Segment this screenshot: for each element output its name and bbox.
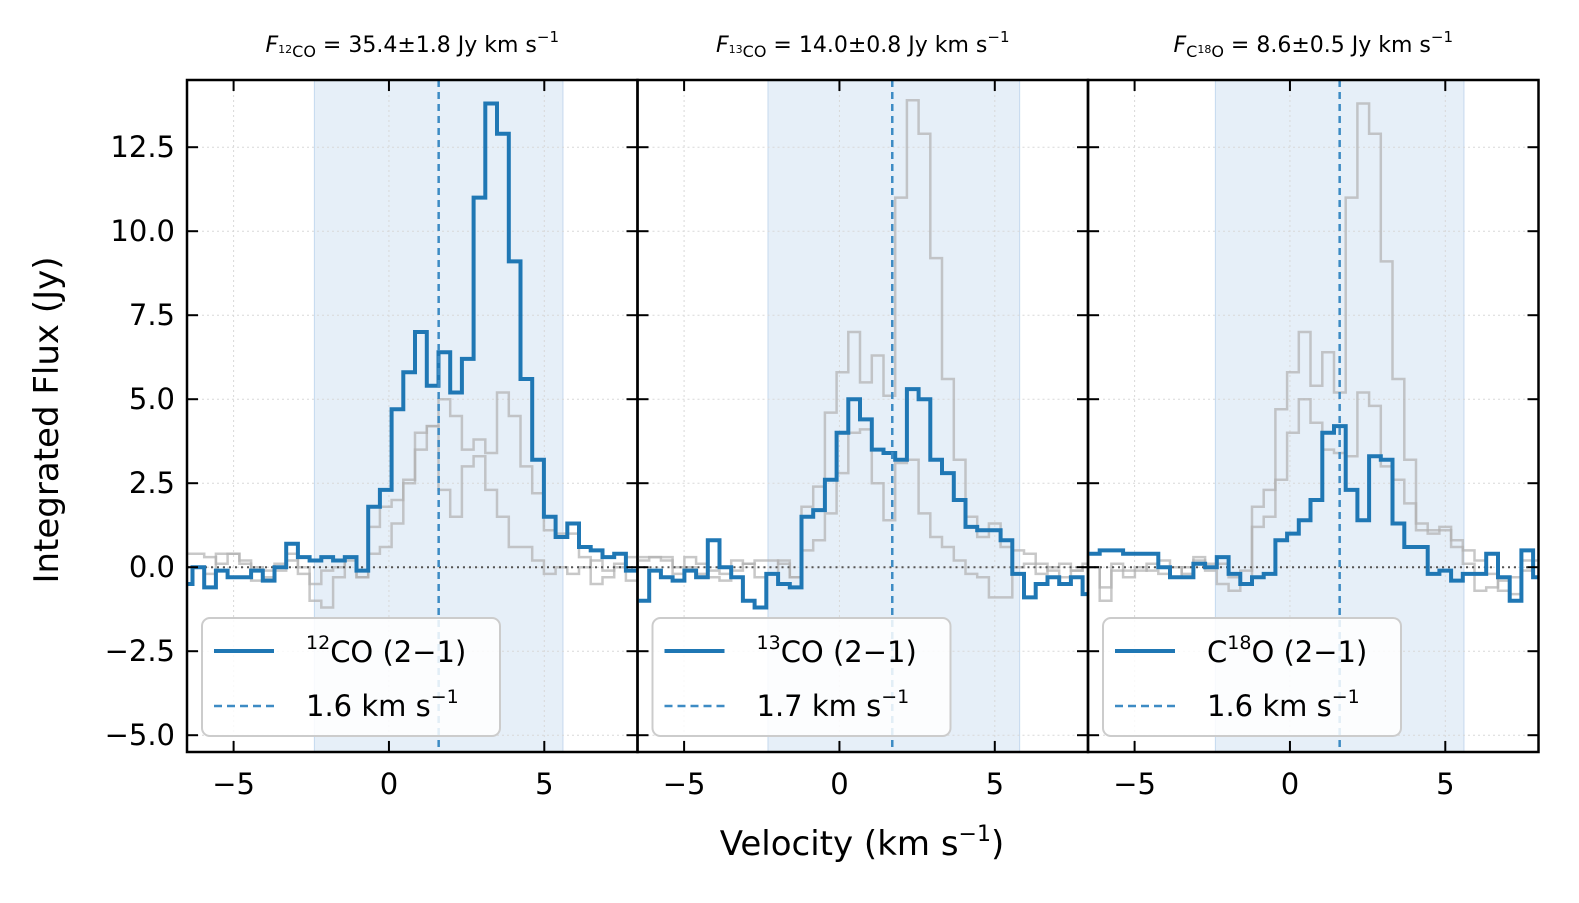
title-flux-value: = 14.0±0.8 Jy km s [766,33,987,58]
x-tick-label: 0 [380,767,398,801]
legend-species: CO (2−1) [330,635,466,669]
y-tick-label: 7.5 [129,298,175,332]
legend-label-spectrum: C18O (2−1) [1207,632,1367,669]
y-tick-label: 5.0 [129,382,175,416]
x-tick-label: −5 [212,767,255,801]
panel-title: F12CO = 35.4±1.8 Jy km s−1 [266,28,560,61]
legend-species-prefix: C [1207,635,1227,669]
title-unit-exponent: −1 [537,28,559,46]
legend: 13CO (2−1) 1.7 km s−1 [651,617,952,737]
title-isotope-mass-2: 18 [1197,43,1211,56]
title-isotope-mass: 13 [729,43,743,56]
legend: C18O (2−1) 1.6 km s−1 [1102,617,1402,737]
y-axis-label: Integrated Flux (Jy) [27,256,67,583]
legend-species: CO (2−1) [781,635,917,669]
y-tick-label: −2.5 [105,634,175,668]
x-tick-label: 5 [986,767,1004,801]
title-flux-symbol: F [716,33,729,58]
legend-box [651,617,952,737]
legend-isotope-mass: 13 [757,632,781,654]
spectrum-line [637,387,1088,610]
title-species: CO [292,42,316,61]
title-unit-exponent: −1 [1431,28,1453,46]
y-tick-label: 10.0 [110,214,175,248]
title-species-2: O [1211,42,1224,61]
legend-velocity-value: 1.7 km s [757,689,882,723]
y-tick-labels: −5.0 −2.5 0.0 2.5 5.0 7.5 10.0 12.5 [105,130,175,752]
legend-velocity-exponent: −1 [1332,686,1360,708]
legend-box [201,617,501,737]
x-tick-label: 5 [535,767,553,801]
legend-box [1102,617,1402,737]
panel-frame [1086,78,1540,754]
title-isotope-mass: 12 [278,43,292,56]
title-unit-exponent: −1 [987,28,1009,46]
title-species: C [1186,42,1197,61]
y-tick-label: 0.0 [129,550,175,584]
panel-title: F13CO = 14.0±0.8 Jy km s−1 [716,28,1010,61]
title-flux-symbol: F [266,33,279,58]
x-axis-label: Velocity (km s−1) [720,822,1004,864]
legend-label-velocity: 1.6 km s−1 [1207,686,1360,723]
title-flux-symbol: F [1174,33,1187,58]
legend: 12CO (2−1) 1.6 km s−1 [201,617,501,737]
panel-title: FC18O = 8.6±0.5 Jy km s−1 [1174,28,1454,61]
y-tick-label: −5.0 [105,718,175,752]
x-tick-label: 0 [1281,767,1299,801]
legend-velocity-exponent: −1 [881,686,909,708]
legend-label-velocity: 1.7 km s−1 [757,686,910,723]
legend-label-velocity: 1.6 km s−1 [306,686,459,723]
x-tick-label: −5 [1113,767,1156,801]
legend-label-spectrum: 13CO (2−1) [757,632,917,669]
legend-species: O (2−1) [1251,635,1367,669]
x-tick-label: 5 [1436,767,1454,801]
legend-velocity-value: 1.6 km s [1207,689,1332,723]
spectrum-line [1088,424,1539,603]
legend-isotope-mass: 18 [1227,632,1251,654]
title-flux-value: = 8.6±0.5 Jy km s [1224,33,1431,58]
x-tick-label: 0 [830,767,848,801]
legend-isotope-mass: 12 [306,632,330,654]
x-tick-label: −5 [663,767,706,801]
legend-label-spectrum: 12CO (2−1) [306,632,466,669]
spectrum-line [187,101,638,590]
legend-velocity-value: 1.6 km s [306,689,431,723]
legend-velocity-exponent: −1 [431,686,459,708]
title-flux-value: = 35.4±1.8 Jy km s [316,33,537,58]
ghost-spectrum [637,428,1088,599]
y-tick-label: 12.5 [110,130,175,164]
y-tick-label: 2.5 [129,466,175,500]
title-species: CO [743,42,767,61]
